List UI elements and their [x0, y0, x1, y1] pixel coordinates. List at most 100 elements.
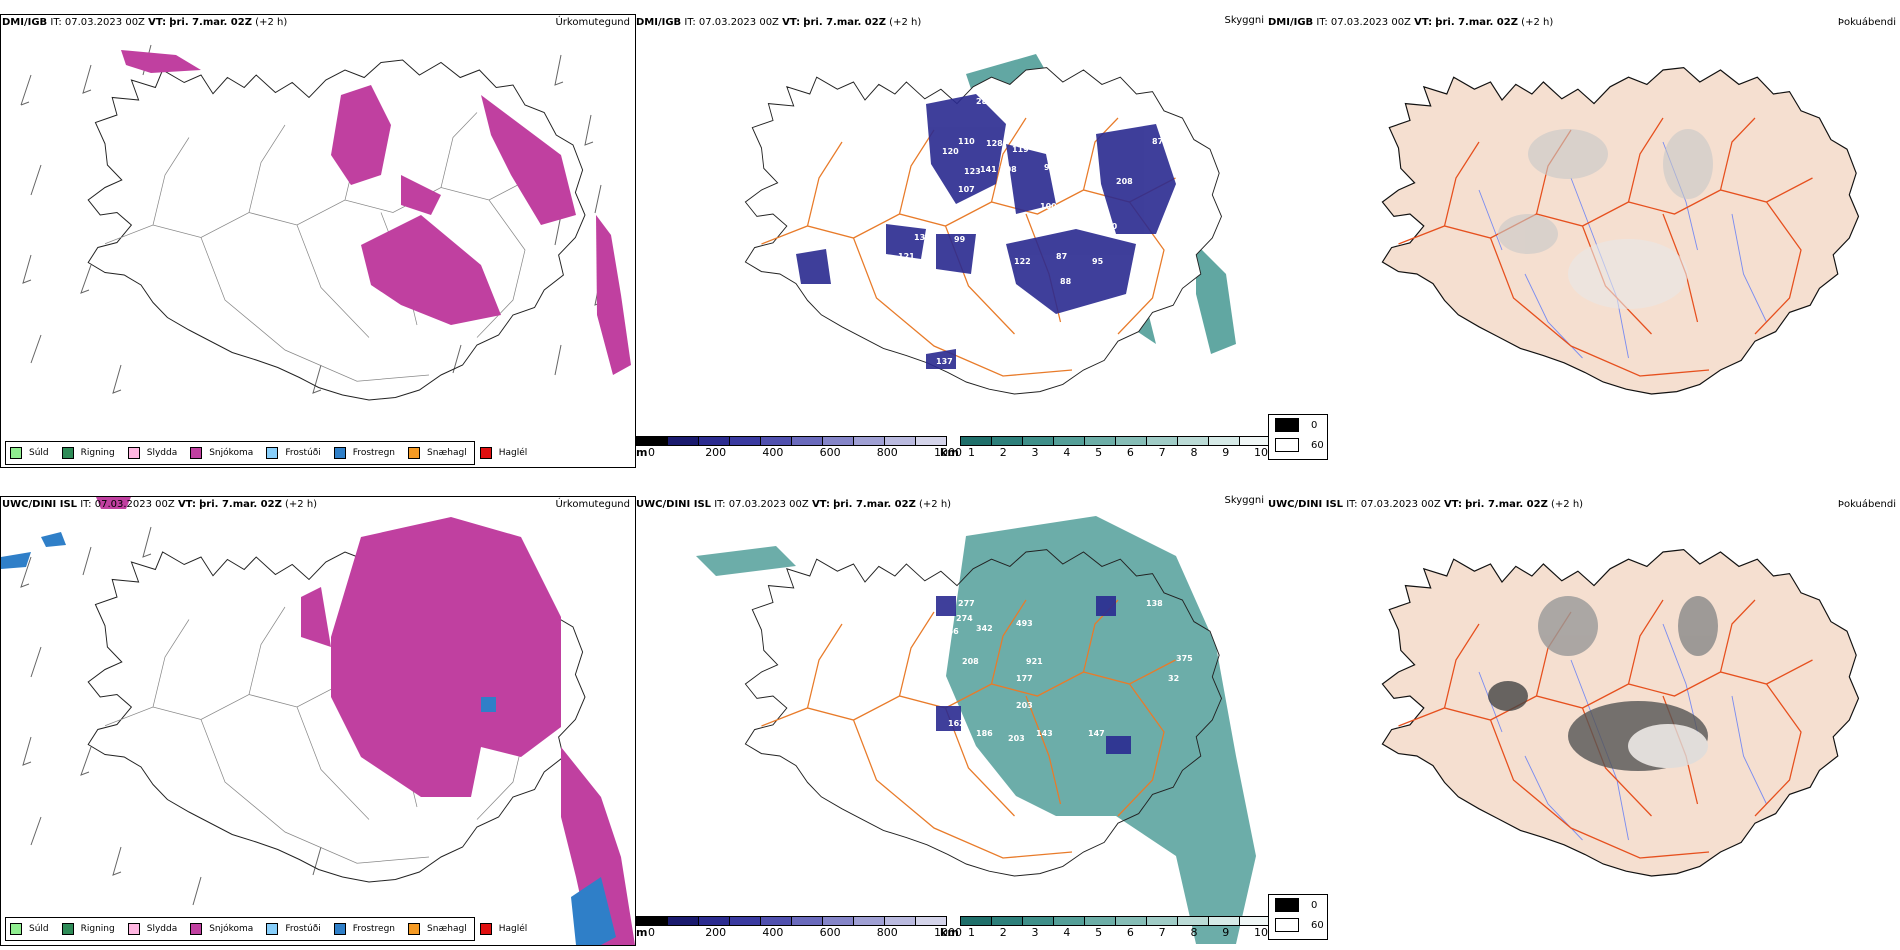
scale-tick-label: 3 [1031, 926, 1039, 939]
ceiling-value-label: 140 [1168, 222, 1185, 231]
scale-cell [823, 436, 854, 446]
legend-label: Snjókoma [209, 924, 254, 934]
legend-swatch [479, 447, 492, 459]
precip-legend-2: Súld Rigning Slydda Snjókoma Frostúði Frostre… [5, 917, 527, 941]
snow-areas-2 [96, 497, 635, 945]
freezing-rain-areas-2 [1, 532, 616, 945]
precip-type-header-row2: UWC/DINI ISL IT: 07.03.2023 00Z VT: þri.… [2, 499, 630, 510]
fog-map [1381, 67, 1860, 395]
scale-tick-label: 600 [819, 446, 841, 459]
fog-legend-label: 0 [1311, 419, 1318, 431]
scale-tick-label: 1 [968, 926, 975, 939]
legend-swatch [61, 447, 74, 459]
scale-tick-label: 8 [1190, 926, 1198, 939]
scale-unit: km [940, 926, 959, 939]
ceiling-value-label: 80 [1106, 222, 1118, 231]
scale-cell [960, 436, 992, 446]
scale-cell [761, 436, 792, 446]
scale-cell [1178, 436, 1209, 446]
ceiling-value-label: 226 [1196, 182, 1213, 191]
scale-cell [668, 916, 699, 926]
ceiling-value-label: 217 [1182, 147, 1199, 156]
scale-tick-label: 0 [648, 926, 655, 939]
legend-swatch [127, 923, 140, 935]
ceiling-value-label: 177 [1016, 674, 1033, 683]
ceiling-value-label: 123 [964, 167, 981, 176]
fog-legend-swatch [1275, 438, 1299, 452]
scale-cell [1023, 436, 1054, 446]
ceiling-areas-2 [936, 596, 1131, 754]
scale-cell [1209, 436, 1240, 446]
scale-tick-label: 10 [1254, 446, 1268, 459]
scale-unit: m [636, 446, 648, 459]
wind-barbs-2 [20, 526, 322, 906]
ceiling-value-label: 206 [1196, 197, 1213, 206]
ceiling-value-label: 95 [1092, 257, 1104, 266]
ceiling-areas [796, 94, 1176, 369]
legend-swatch [408, 923, 421, 935]
scale-tick-label: 4 [1063, 926, 1071, 939]
ceiling-value-label: 147 [1088, 729, 1105, 738]
precip-legend-item: Snjókoma [190, 923, 253, 935]
precip-legend-item: Súld [10, 923, 49, 935]
ceiling-value-label: 119 [1012, 145, 1029, 154]
ceiling-value-label: 128 [986, 139, 1003, 148]
precip-legend-item: Slydda [127, 447, 177, 459]
precip-legend-item: Rigning [61, 447, 115, 459]
scale-tick-label: 5 [1095, 926, 1103, 939]
scale-cell [854, 916, 885, 926]
ceiling-value-label: 32 [1168, 674, 1179, 683]
precip-legend-item: Haglél [479, 923, 527, 935]
legend-label: Haglél [498, 448, 528, 458]
fog-legend-swatch [1275, 918, 1299, 932]
legend-label: Snæhagl [427, 924, 467, 934]
legend-swatch [190, 923, 203, 935]
scale-tick-label: 7 [1158, 446, 1166, 459]
fog-shading [1498, 129, 1713, 309]
precip-legend-item: Snæhagl [408, 447, 467, 459]
scale-tick-label: 10 [1254, 926, 1268, 939]
legend-label: Frostregn [352, 924, 396, 934]
fog-legend-row2: 0 60 [1268, 894, 1328, 940]
fog-panel-row1 [1268, 14, 1900, 466]
ceiling-value-label: 164 [1036, 225, 1053, 234]
ceiling-value-label: 107 [958, 185, 975, 194]
ceiling-value-label: 143 [1172, 232, 1189, 241]
fog-legend-item: 0 [1269, 895, 1327, 915]
scale-tick-label: 1 [968, 446, 975, 459]
fog-legend-swatch [1275, 418, 1299, 432]
ceiling-value-label: 52 [1174, 212, 1185, 221]
fog-legend-row1: 0 60 [1268, 414, 1328, 460]
scale-tick-label: 600 [819, 926, 841, 939]
scale-tick-label: 0 [648, 446, 655, 459]
ceiling-value-label: 222 [1186, 165, 1203, 174]
legend-swatch [266, 923, 279, 935]
fog-title: Þokuábendi [1837, 17, 1896, 28]
visibility-scale-row2 [960, 916, 1271, 926]
ceiling-value-label: 131 [914, 233, 931, 242]
precip-type-title: Úrkomutegund [555, 17, 630, 28]
ceiling-value-label: 138 [1146, 599, 1163, 608]
ceiling-value-label: 99 [954, 235, 966, 244]
ceiling-scale-row1 [636, 436, 947, 446]
snow-areas [121, 50, 631, 375]
visibility-areas-2 [696, 516, 1256, 944]
ceiling-value-label: 110 [982, 247, 999, 256]
scale-tick-label: 800 [876, 446, 898, 459]
scale-cell [1178, 916, 1209, 926]
ceiling-value-label: 203 [1016, 701, 1033, 710]
scale-tick-label: 4 [1063, 446, 1071, 459]
fog-title-2: Þokuábendi [1837, 499, 1896, 510]
scale-cell [699, 916, 730, 926]
ceiling-scale-labels-row1: m 0 200 400 600 800 1000 [636, 446, 962, 460]
ceiling-value-label: 186 [976, 729, 993, 738]
scale-cell [1240, 436, 1271, 446]
ceiling-value-label: 122 [1014, 257, 1031, 266]
fog-legend-label: 60 [1311, 439, 1324, 451]
scale-cell [1209, 916, 1240, 926]
visibility-scale-labels-row2: km 1 2 3 4 5 6 7 8 9 10 [940, 926, 1270, 940]
fog-legend-label: 0 [1311, 899, 1318, 911]
scale-tick-label: 7 [1158, 926, 1166, 939]
scale-cell [730, 436, 761, 446]
precip-type-header-row1: DMI/IGB IT: 07.03.2023 00Z VT: þri. 7.ma… [2, 17, 630, 28]
